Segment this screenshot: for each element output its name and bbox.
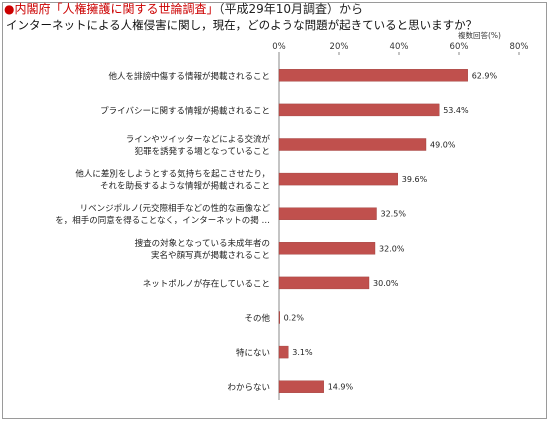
bar [278, 345, 289, 359]
title-source: 内閣府「人権擁護に関する世論調査」 [14, 2, 219, 16]
category-label: 特にない [236, 348, 270, 359]
data-label: 32.0% [379, 244, 405, 253]
category-label: を，相手の同意を得ることなく，インターネットの掲 … [55, 215, 270, 226]
title-date: （平成29年10月調査）から [218, 2, 364, 16]
x-tick-label: 20% [330, 42, 349, 52]
x-tick-label: 80% [510, 42, 529, 52]
bar [278, 380, 324, 393]
category-label: 捜査の対象となっている未成年者の [135, 238, 270, 249]
bar [278, 103, 440, 117]
bar [278, 69, 468, 82]
data-label: 30.0% [373, 279, 399, 288]
category-label: 他人を誹謗中傷する情報が掲載されること [108, 71, 270, 82]
bar [278, 311, 281, 324]
category-label: 犯罪を誘発する場となっていること [135, 146, 270, 157]
data-label: 39.6% [402, 175, 428, 184]
category-label: それを助長するような情報が掲載されること [100, 181, 270, 192]
bar [278, 242, 376, 255]
category-label: 実名や顔写真が掲載されること [151, 250, 270, 261]
data-label: 32.5% [381, 210, 407, 219]
data-label: 14.9% [328, 383, 354, 392]
category-label: プライバシーに関する情報が掲載されること [100, 105, 270, 116]
category-label: ネットポルノが存在していること [143, 278, 270, 289]
bar [278, 172, 399, 186]
category-label: 他人に差別をしようとする気持ちを起こさせたり， [75, 169, 270, 180]
data-label: 49.0% [430, 141, 456, 150]
x-tick-label: 40% [390, 42, 409, 52]
x-tick-label: 60% [450, 42, 469, 52]
category-label: ラインやツイッターなどによる交流が [126, 134, 271, 145]
category-label: わからない [227, 383, 270, 393]
x-tick-label: 0% [272, 42, 286, 52]
title-marker: ● [4, 2, 15, 16]
chart-subtitle: インターネットによる人権侵害に関し，現在，どのような問題が起きていると思いますか… [6, 18, 478, 32]
data-label: 62.9% [472, 71, 498, 80]
category-label: その他 [244, 313, 270, 324]
data-label: 3.1% [292, 348, 313, 357]
category-label: リベンジポルノ(元交際相手などの性的な画像など [80, 203, 271, 214]
bar [278, 207, 377, 220]
bar [278, 276, 370, 290]
bar [278, 138, 427, 151]
unit-note: 複数回答(%) [458, 31, 501, 40]
data-label: 53.4% [443, 106, 469, 115]
data-label: 0.2% [284, 314, 305, 323]
chart-title: ●内閣府「人権擁護に関する世論調査」（平成29年10月調査）から [4, 2, 363, 17]
